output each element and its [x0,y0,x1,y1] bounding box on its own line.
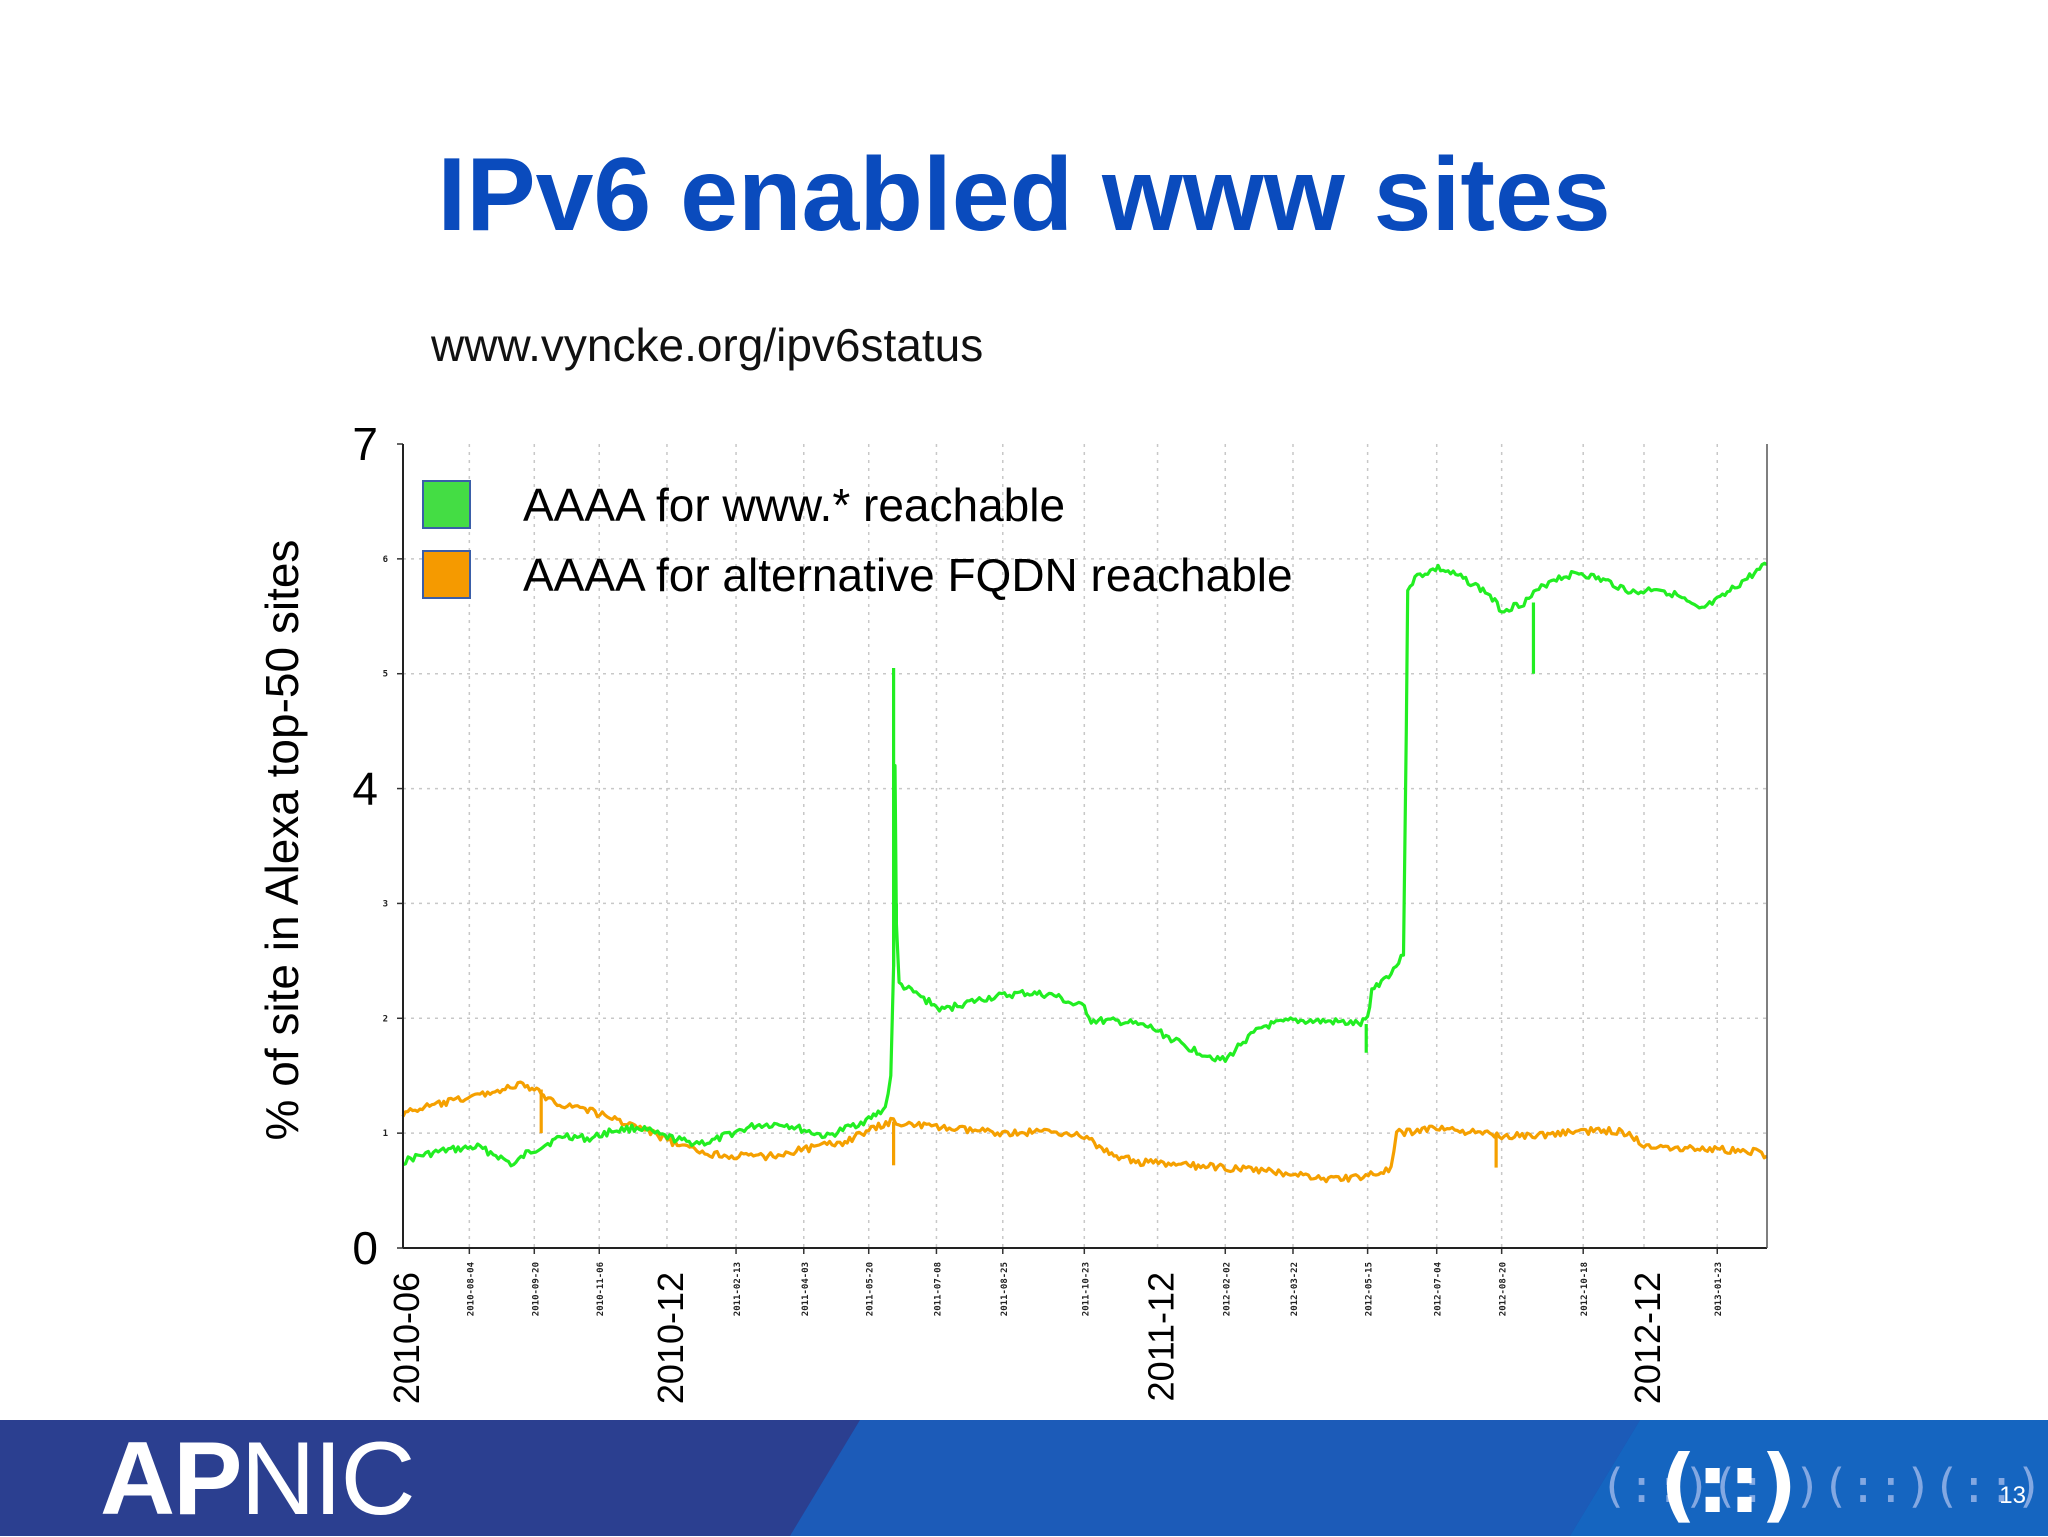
series-line [401,1080,1768,1184]
series-line [402,561,1768,1168]
y-tick-label: 4 [352,763,378,815]
x-tick-label: 2010-12 [650,1272,691,1404]
chart-legend: AAAA for www.* reachable AAAA for alterna… [422,479,1293,601]
x-tick-label-small: 2012-07-04 [1434,1261,1444,1316]
apnic-logo-part2: NIC [240,1421,415,1537]
x-tick-label-small: 2012-05-15 [1365,1262,1375,1316]
apnic-logo-part1: AP [100,1421,242,1537]
x-tick-label-small: 2012-02-02 [1222,1262,1232,1316]
legend-swatch-orange [422,550,471,599]
y-tick-label-small: 2 [383,1014,388,1024]
x-tick-label: 2012-12 [1627,1272,1668,1404]
x-tick-label-small: 2010-08-04 [466,1261,476,1316]
x-tick-label-small: 2010-11-06 [596,1262,606,1316]
footer-banner: (::)(::)(::)(::)(::) (::) [0,1420,2048,1536]
y-tick-label-small: 5 [383,670,388,680]
apnic-main-dot-icon: (::) [1660,1438,1797,1531]
x-tick-label-small: 2010-09-20 [531,1262,541,1316]
x-tick-label-small: 2011-02-13 [733,1262,743,1316]
chart-series [401,561,1768,1184]
y-axis-label: % of site in Alexa top-50 sites [256,540,308,1141]
chart-ticks: 0 4 7 1 2 3 5 6 2010-08-04 2010-09-20 2010-11-06 20… [352,418,1724,1404]
legend-swatch-green [422,480,471,529]
apnic-logo: APNIC [100,1421,416,1537]
x-tick-label-small: 2012-10-18 [1580,1262,1590,1316]
apnic-dots-logo-icon: (::)(::)(::)(::)(::) [1600,1459,2048,1513]
x-tick-label-small: 2011-04-03 [801,1262,811,1316]
y-tick-label-small: 6 [383,555,388,565]
chart-axes [397,443,1768,1254]
x-tick-label-small: 2011-05-20 [866,1262,876,1316]
x-tick-label-small: 2013-01-23 [1714,1262,1724,1316]
x-tick-label-small: 2012-03-22 [1290,1262,1300,1316]
x-tick-label-small: 2011-08-25 [1000,1262,1010,1316]
page-number: 13 [1999,1482,2026,1509]
x-tick-label-small: 2011-07-08 [933,1262,943,1316]
legend-label: AAAA for alternative FQDN reachable [523,549,1293,601]
x-tick-label-small: 2011-10-23 [1081,1262,1091,1316]
svg-text:(::)(::)(::)(::)(::): (::)(::)(::)(::)(::) [1600,1459,2048,1513]
svg-text:(::): (::) [1660,1438,1797,1531]
source-url: www.vyncke.org/ipv6status [431,319,984,371]
legend-label: AAAA for www.* reachable [523,479,1065,531]
slide-title: IPv6 enabled www sites [437,137,1611,253]
y-tick-label-small: 1 [383,1129,388,1139]
x-tick-label: 2010-06 [386,1272,427,1404]
chart: 0 4 7 1 2 3 5 6 2010-08-04 2010-09-20 2010-11-06 20… [256,418,1768,1404]
y-tick-label-small: 3 [383,899,388,909]
chart-grid [402,444,1767,1248]
y-tick-label: 7 [352,418,378,470]
x-tick-label: 2011-12 [1141,1272,1182,1401]
y-tick-label: 0 [352,1222,378,1274]
x-tick-label-small: 2012-08-20 [1499,1262,1509,1316]
